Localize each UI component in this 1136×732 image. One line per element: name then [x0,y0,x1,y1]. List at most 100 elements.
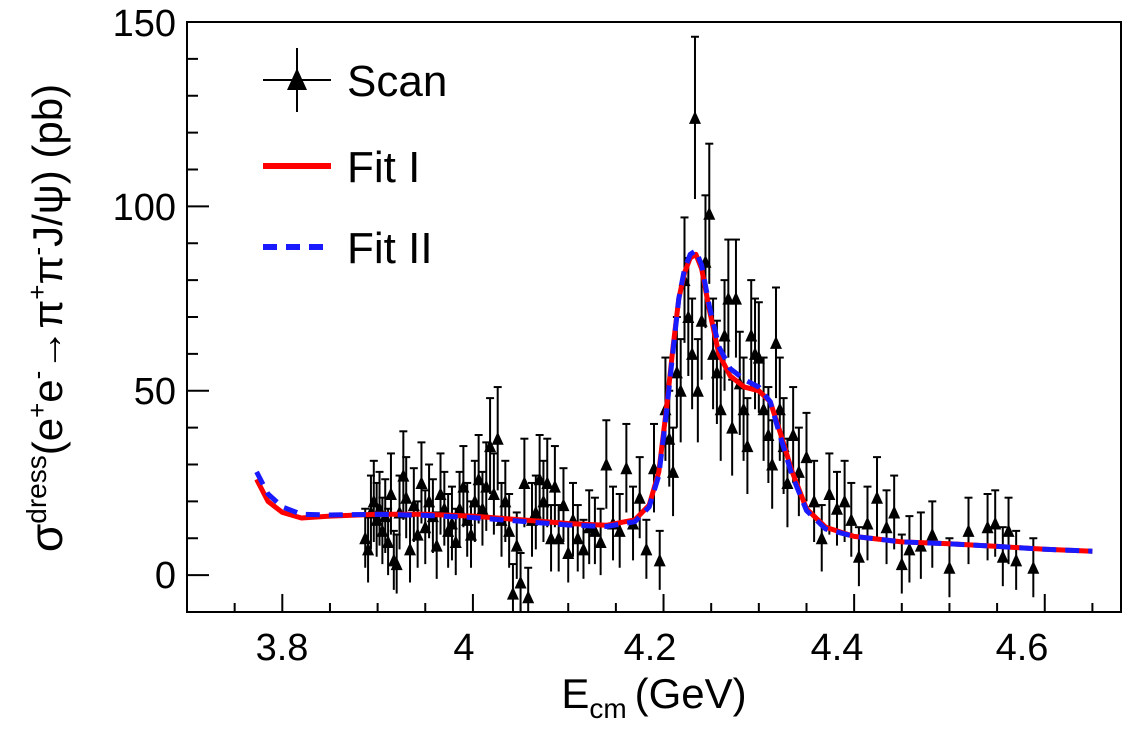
scan-marker [714,402,727,416]
scan-marker [484,439,497,453]
y-axis-sup-plus2: + [22,285,52,300]
legend-scan-marker [287,68,307,90]
scan-point [588,496,601,565]
scan-marker [741,439,754,453]
scan-marker [926,527,939,541]
scan-marker [522,590,535,604]
y-axis-arrow: →π [24,300,71,371]
scan-point [571,504,584,572]
legend-fit2-label: Fit II [347,224,433,273]
scan-marker [376,523,389,537]
scan-marker [430,538,443,552]
scan-point [757,356,770,461]
scan-marker [726,420,739,434]
scan-point [726,378,739,476]
scan-marker [845,512,858,526]
scan-point [800,411,813,502]
scan-point [491,386,504,491]
scan-point [1010,529,1023,590]
y-axis-sup-plus: + [22,403,52,418]
scan-point [769,286,782,399]
scan-point [888,474,901,550]
scan-marker [888,505,901,519]
scan-marker [688,110,701,124]
scan-point [620,422,633,513]
scan-point [557,467,570,542]
scan-point [522,566,535,612]
fit-curves [254,248,1093,554]
scan-point [633,456,646,539]
scan-marker [686,346,699,360]
scan-marker [1010,553,1023,567]
scan-marker [600,457,613,471]
x-tick-label-4.4: 4.4 [811,627,864,669]
scan-marker [871,490,884,504]
scan-marker [633,490,646,504]
scan-marker [766,457,779,471]
scan-point [729,238,742,358]
scan-point [686,297,699,410]
scan-marker [815,531,828,545]
scan-point [415,441,428,524]
scan-point [541,437,554,528]
y-axis-sigma: σ [20,524,72,552]
scan-marker [506,586,519,600]
x-tick-label-4.6: 4.6 [996,627,1049,669]
scan-point [362,515,375,583]
scan-marker [557,498,570,512]
scan-marker [384,487,397,500]
scan-point [914,511,927,579]
scan-marker [487,487,500,500]
scan-marker [362,542,375,556]
scan-marker [903,542,916,556]
scan-marker [514,575,527,589]
scan-point [503,493,516,568]
scan-marker [996,549,1009,563]
scan-point [861,485,874,561]
scan-point [838,459,851,542]
scan-marker [895,557,908,571]
x-tick-label-4: 4 [453,627,474,669]
x-tick-label-4.2: 4.2 [624,627,677,669]
scan-marker [510,538,523,552]
scan-point [600,419,613,509]
x-tick-label-3.8: 3.8 [256,627,309,669]
scan-marker [359,531,372,545]
scan-marker [620,461,633,475]
y-tick-label-100: 100 [113,187,176,229]
scan-point [613,493,626,568]
scan-marker [594,534,607,548]
scan-marker [800,450,813,464]
x-axis-title-main: E [561,670,589,717]
scan-marker [729,291,742,305]
y-tick-label-50: 50 [134,371,176,413]
scan-marker [674,383,687,397]
legend-scan-label: Scan [347,57,447,106]
scan-point [667,426,680,517]
scan-marker [989,516,1002,530]
scan-point [981,493,994,561]
scan-marker [962,523,975,537]
scan-marker [722,291,735,305]
scan-marker [404,542,417,556]
scan-series [359,35,1040,612]
legend-fit2: Fit II [263,224,433,273]
scan-marker [640,542,653,556]
scan-point [926,500,939,568]
scan-point [1002,496,1015,565]
scan-point [943,537,956,598]
x-axis-title-sub: cm [589,693,626,724]
scan-point [545,504,558,572]
scan-marker [703,206,716,220]
y-axis-e2: e [24,379,71,402]
y-axis-title: σdress(e+e-→π+π-J/ψ) (pb) [20,84,72,552]
scan-marker [823,487,836,500]
scan-point [845,481,858,557]
y-ticks [187,21,209,613]
scan-marker [390,557,403,571]
scan-point [903,515,916,583]
scan-point [384,452,397,535]
scan-point [484,397,497,494]
scan-point [703,142,716,284]
scan-point [880,489,893,565]
